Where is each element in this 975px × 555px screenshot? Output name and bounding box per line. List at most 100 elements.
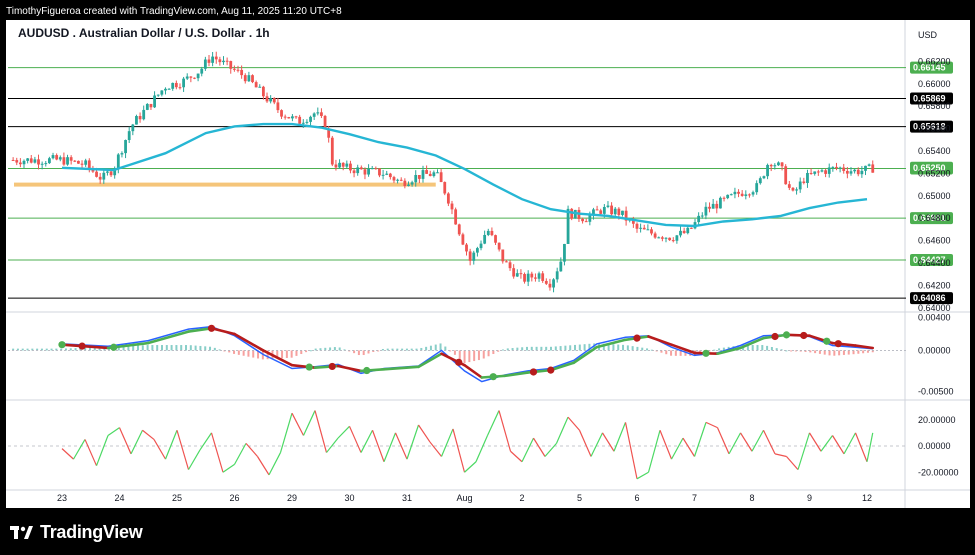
oscillator-segment <box>418 424 431 443</box>
macd-histogram-bar <box>151 345 154 351</box>
candle-body <box>138 116 142 120</box>
macd-histogram-bar <box>818 350 821 354</box>
macd-histogram-bar <box>501 349 504 351</box>
macd-cross-marker <box>702 349 710 357</box>
macd-signal-segment <box>146 330 190 345</box>
macd-histogram-bar <box>434 344 437 351</box>
price-level-badge <box>910 92 953 105</box>
macd-histogram-bar <box>449 350 452 352</box>
macd-histogram-bar <box>535 346 538 351</box>
tradingview-branding[interactable]: TradingView <box>10 520 143 544</box>
candle-body <box>414 174 418 183</box>
candle-body <box>595 209 599 211</box>
candle-body <box>95 171 98 177</box>
price-level-badge <box>910 292 953 305</box>
oscillator-segment <box>475 435 489 462</box>
candle-body <box>472 252 476 261</box>
candle-body <box>642 227 646 230</box>
candle-body <box>555 271 559 280</box>
candle-body <box>240 69 244 76</box>
oscillator-segment <box>716 427 730 455</box>
candle-body <box>312 113 316 117</box>
macd-histogram-bar <box>468 350 471 363</box>
macd-histogram-bar <box>617 344 620 351</box>
macd-histogram-bar <box>607 343 610 351</box>
macd-histogram-bar <box>583 344 586 351</box>
support-zone <box>14 182 436 187</box>
oscillator-segment <box>176 430 190 470</box>
candle-body <box>475 248 479 253</box>
candle-body <box>261 86 265 97</box>
macd-histogram-bar <box>540 346 543 351</box>
macd-histogram-bar <box>21 348 24 351</box>
oscillator-segment <box>383 432 397 462</box>
candle-body <box>425 170 429 174</box>
candle-body <box>483 234 487 244</box>
macd-histogram-bar <box>425 346 428 351</box>
chart-panel[interactable]: 0.661450.658690.656180.652440.648010.644… <box>6 20 970 508</box>
oscillator-segment <box>302 410 316 436</box>
candle-body <box>813 171 817 174</box>
macd-histogram-bar <box>276 350 279 359</box>
candle-body <box>251 75 254 83</box>
candle-body <box>515 273 519 277</box>
candle-body <box>44 163 48 165</box>
macd-signal-segment <box>739 336 765 350</box>
oscillator-segment <box>95 435 109 466</box>
candle-body <box>232 68 236 70</box>
macd-histogram-bar <box>871 350 874 353</box>
candle-body <box>330 137 334 165</box>
price-tick-label: 0.64200 <box>918 280 951 290</box>
macd-histogram-bar <box>482 350 485 359</box>
macd-histogram-bar <box>84 347 87 351</box>
macd-histogram-bar <box>626 345 629 351</box>
candle-body <box>167 88 171 90</box>
candle-body <box>298 116 302 124</box>
time-tick-label: 25 <box>172 493 182 503</box>
macd-signal-segment <box>210 326 236 336</box>
candle-body <box>508 262 512 269</box>
candle-body <box>573 209 577 219</box>
candle-body <box>809 172 813 174</box>
macd-histogram-bar <box>862 350 865 354</box>
candle-body <box>501 249 505 262</box>
price-tick-label: 0.65000 <box>918 191 951 201</box>
candle-body <box>218 59 222 63</box>
macd-histogram-bar <box>622 344 625 351</box>
macd-histogram-bar <box>530 346 533 351</box>
candle-body <box>265 96 269 102</box>
candle-body <box>182 78 185 88</box>
chart-canvas[interactable]: 0.661450.658690.656180.652440.648010.644… <box>6 20 970 508</box>
candle-body <box>563 243 566 262</box>
macd-histogram-bar <box>684 350 687 356</box>
macd-histogram-bar <box>233 350 236 354</box>
macd-histogram-bar <box>429 345 432 351</box>
macd-histogram-bar <box>175 345 178 351</box>
macd-histogram-bar <box>852 350 855 355</box>
candle-body <box>55 155 59 160</box>
candle-body <box>66 157 69 165</box>
macd-histogram-bar <box>372 350 375 352</box>
candle-body <box>229 61 233 69</box>
macd-histogram-bar <box>770 347 773 351</box>
macd-histogram-bar <box>756 345 759 351</box>
candle-body <box>675 235 679 241</box>
candle-body <box>222 60 225 63</box>
macd-histogram-bar <box>189 345 192 351</box>
last-price-badge <box>910 161 953 174</box>
candle-body <box>780 162 784 167</box>
oscillator-layer <box>8 410 906 480</box>
price-level-label: 0.64086 <box>913 293 946 303</box>
macd-cross-marker <box>455 358 463 366</box>
candle-body <box>22 160 26 165</box>
candle-body <box>758 178 762 184</box>
macd-cross-marker <box>58 341 66 349</box>
macd-histogram-bar <box>497 350 500 352</box>
macd-histogram-bar <box>74 348 77 351</box>
time-tick-label: 5 <box>577 493 582 503</box>
candle-body <box>283 116 287 118</box>
macd-histogram-bar <box>252 350 255 358</box>
macd-histogram-bar <box>281 350 284 359</box>
candle-body <box>853 169 857 172</box>
macd-histogram-bar <box>367 350 370 354</box>
